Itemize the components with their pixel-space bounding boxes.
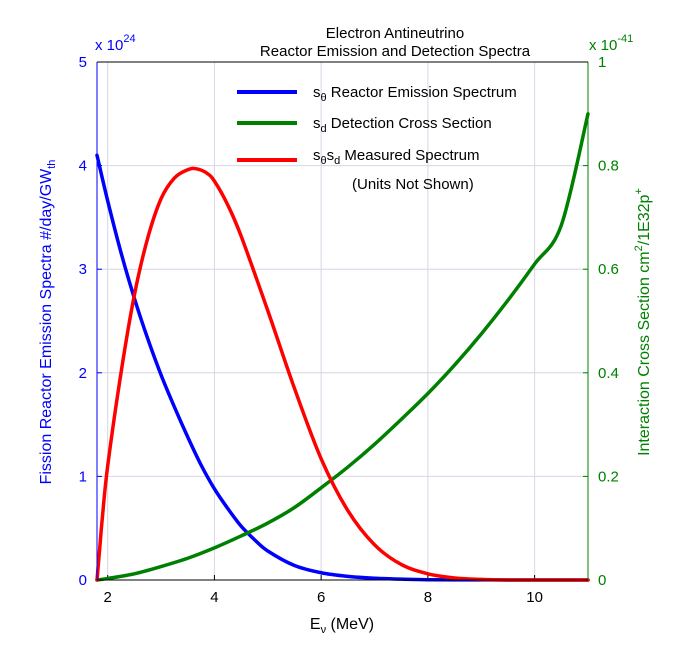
right-tick-label: 0.8: [598, 158, 619, 175]
left-axis-label: Fission Reactor Emission Spectra #/day/G…: [38, 160, 58, 485]
chart-title-line2: Reactor Emission and Detection Spectra: [260, 43, 531, 60]
series-lines: [95, 112, 590, 582]
series-line-detection-cross-section: [95, 112, 590, 582]
x-tick-label: 2: [104, 589, 112, 606]
series-line-emission-spectrum: [95, 153, 590, 582]
legend-note-measured: (Units Not Shown): [352, 176, 474, 193]
right-axis-multiplier: x 10-41: [589, 33, 633, 54]
legend-label-emission: sθ Reactor Emission Spectrum: [313, 84, 517, 104]
x-tick-label: 8: [424, 589, 432, 606]
left-tick-label: 3: [79, 261, 87, 278]
chart-title-line1: Electron Antineutrino: [326, 25, 464, 42]
right-tick-label: 0: [598, 572, 606, 589]
left-axis-ticks: 0 1 2 3 4 5: [79, 54, 102, 589]
left-axis-multiplier: x 1024: [95, 33, 136, 54]
legend-label-measured: sθsd Measured Spectrum: [313, 147, 479, 167]
right-tick-label: 0.2: [598, 468, 619, 485]
right-tick-label: 0.4: [598, 365, 619, 382]
x-tick-label: 10: [526, 589, 543, 606]
right-tick-label: 1: [598, 54, 606, 71]
x-axis-label: Eν (MeV): [310, 616, 374, 636]
legend: sθ Reactor Emission Spectrum sd Detectio…: [237, 84, 517, 193]
left-tick-label: 4: [79, 158, 87, 175]
legend-label-cross-section: sd Detection Cross Section: [313, 115, 492, 135]
right-axis-label: Interaction Cross Section cm2/1E32p+: [633, 188, 653, 456]
left-tick-label: 2: [79, 365, 87, 382]
left-tick-label: 5: [79, 54, 87, 71]
series-line-measured-spectrum: [95, 166, 590, 582]
left-tick-label: 0: [79, 572, 87, 589]
right-tick-label: 0.6: [598, 261, 619, 278]
x-tick-label: 6: [317, 589, 325, 606]
x-tick-label: 4: [210, 589, 218, 606]
left-tick-label: 1: [79, 468, 87, 485]
